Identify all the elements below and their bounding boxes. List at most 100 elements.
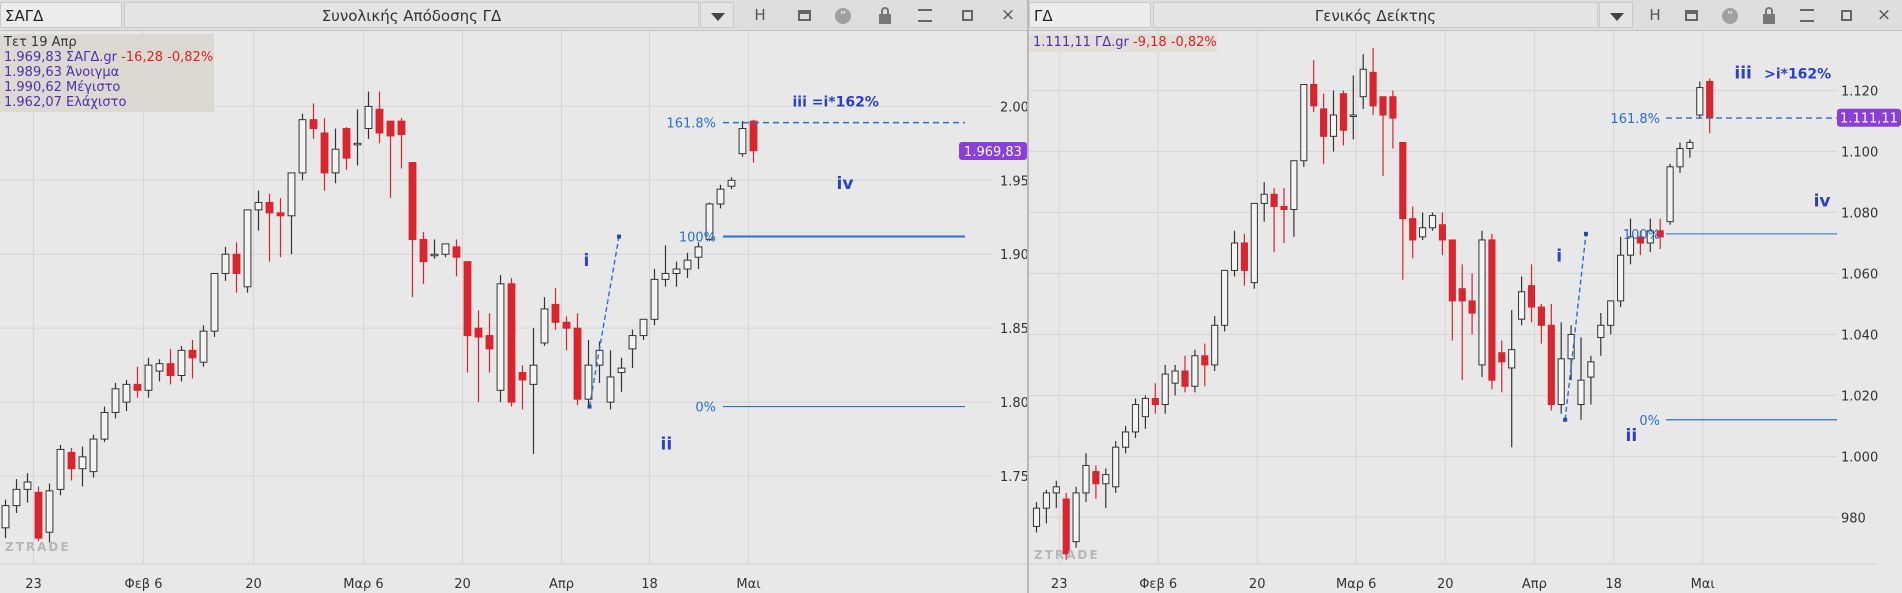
candle-body	[375, 108, 384, 134]
wave-label: >i*162%	[1764, 66, 1831, 82]
y-tick-label: 1.750	[1000, 470, 1027, 485]
candle-body	[144, 364, 153, 391]
fib-level-label: 0%	[695, 401, 716, 416]
lock-button[interactable]	[1756, 4, 1782, 26]
window-layout-button[interactable]	[791, 4, 817, 26]
candle-body	[1171, 370, 1179, 384]
chart-panel-right[interactable]: ΓΔ Γενικός Δείκτης H ” × 980 1.000 1.020 1.…	[1029, 0, 1902, 593]
chevron-down-icon	[711, 13, 725, 21]
candle-body	[408, 162, 417, 240]
candle-body	[474, 327, 483, 338]
candle-body	[738, 128, 747, 155]
candle-body	[1379, 96, 1387, 116]
quote-icon: ”	[835, 7, 851, 24]
anchor-point	[1584, 231, 1588, 236]
wave-label: iv	[837, 174, 854, 194]
candle-body	[496, 283, 505, 391]
quote-button[interactable]: ”	[830, 4, 856, 26]
history-button[interactable]: H	[754, 6, 766, 24]
candle-body	[1280, 205, 1288, 210]
x-tick-label: Μαρ 6	[1336, 577, 1376, 592]
candle-body	[364, 105, 373, 130]
close-icon: ×	[1000, 5, 1016, 25]
candle-body	[441, 243, 450, 255]
candle-body	[265, 201, 274, 214]
candle-body	[1597, 324, 1605, 338]
candle-body	[430, 253, 439, 257]
candle-body	[1201, 355, 1209, 366]
instrument-dropdown-button[interactable]	[700, 2, 734, 28]
candle-body	[188, 349, 197, 359]
lock-button[interactable]	[872, 4, 898, 26]
last-price-tag	[959, 141, 1027, 160]
x-tick-label: Φεβ 6	[125, 577, 163, 592]
panel-splitter[interactable]	[1027, 0, 1029, 593]
candle-body	[1498, 352, 1506, 363]
candle-body	[1636, 236, 1644, 244]
candle-body	[1369, 71, 1377, 107]
x-tick-label: 20	[1437, 577, 1454, 592]
candle-body	[639, 318, 648, 337]
quote-button[interactable]: ”	[1717, 4, 1743, 26]
candle-body	[1310, 84, 1318, 107]
candle-body	[507, 283, 516, 403]
candle-body	[672, 268, 681, 274]
maximize-button[interactable]	[1833, 4, 1859, 26]
candle-body	[1320, 108, 1328, 137]
fib-level-label: 100%	[1623, 228, 1660, 243]
candle-body	[1359, 68, 1367, 98]
window-layout-button[interactable]	[1678, 4, 1704, 26]
candle-body	[1240, 242, 1248, 271]
quote-icon: ”	[1722, 7, 1738, 24]
candle-body	[529, 364, 538, 385]
x-tick-label: 20	[1249, 577, 1266, 592]
candle-body	[386, 120, 395, 137]
candle-body	[1518, 291, 1526, 320]
candle-body	[1112, 446, 1120, 488]
symbol-field[interactable]: ΓΔ	[1029, 2, 1151, 28]
candle-body	[34, 491, 43, 539]
candle-body	[463, 261, 472, 337]
candle-body	[1557, 358, 1565, 406]
y-tick-label: 1.000	[1841, 450, 1878, 465]
candle-body	[353, 142, 362, 146]
candle-body	[155, 363, 164, 372]
candle-body	[243, 209, 252, 288]
candle-body	[606, 376, 615, 403]
instrument-name[interactable]: Συνολικής Απόδοσης ΓΔ	[124, 2, 699, 28]
candle-body	[584, 364, 593, 400]
candle-body	[562, 321, 571, 329]
watermark-logo: ZTRADE	[1034, 548, 1100, 562]
candle-body	[1042, 492, 1050, 509]
instrument-dropdown-button[interactable]	[1599, 2, 1633, 28]
x-tick-label: Φεβ 6	[1139, 577, 1177, 592]
price-chart-left[interactable]: 1.750 1.800 1.850 1.900 1.950 2.000 23 Φεβ 6 20 Μ…	[0, 31, 1027, 593]
impulse-trend-line	[1564, 233, 1587, 420]
candle-body	[1181, 370, 1189, 387]
close-button[interactable]: ×	[1871, 4, 1897, 26]
menu-button[interactable]	[1794, 4, 1820, 26]
instrument-name[interactable]: Γενικός Δείκτης	[1153, 2, 1598, 28]
candle-body	[1260, 193, 1268, 204]
y-tick-label: 1.900	[1000, 248, 1027, 263]
candle-body	[199, 330, 208, 363]
history-button[interactable]: H	[1649, 6, 1661, 24]
x-tick-label: 18	[641, 577, 658, 592]
wave-label: ii	[661, 434, 673, 454]
candle-body	[1191, 355, 1199, 387]
maximize-button[interactable]	[954, 4, 980, 26]
x-tick-label: Απρ	[1522, 577, 1547, 592]
symbol-field[interactable]: ΣΑΓΔ	[0, 2, 122, 28]
candle-body	[1161, 373, 1169, 406]
x-tick-label: Μαι	[736, 577, 760, 592]
candle-body	[716, 188, 725, 205]
price-chart-right[interactable]: 980 1.000 1.020 1.040 1.060 1.080 1.100 1.120 23…	[1029, 31, 1902, 593]
candle-body	[331, 148, 340, 174]
window-icon	[797, 10, 811, 21]
candle-body	[540, 308, 549, 344]
candle-body	[1458, 288, 1466, 302]
menu-button[interactable]	[912, 4, 938, 26]
info-high: 1.990,62 Μέγιστο	[4, 80, 121, 95]
close-button[interactable]: ×	[995, 4, 1021, 26]
chart-panel-left[interactable]: ΣΑΓΔ Συνολικής Απόδοσης ΓΔ H ” × 1.7501.…	[0, 0, 1027, 593]
